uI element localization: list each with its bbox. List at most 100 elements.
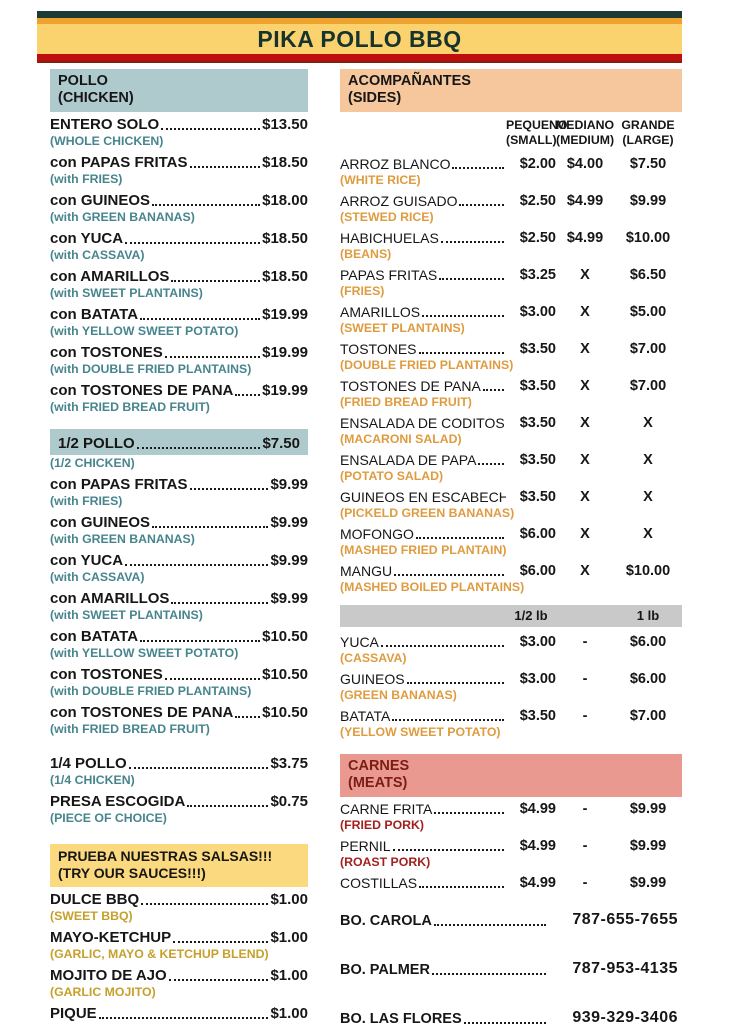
item-price: $18.00 xyxy=(262,192,308,209)
menu-item-row: GUINEOS EN ESCABECHE $3.50 X X xyxy=(340,485,682,505)
item-name: BATATA xyxy=(340,708,391,724)
item-name: TOSTONES DE PANA xyxy=(340,378,481,394)
item-name: con AMARILLOS xyxy=(50,268,170,285)
phone-number: 787-655-7655 xyxy=(572,911,678,928)
phone-list: BO. CAROLA 787-655-7655 BO. PALMER 787-9… xyxy=(340,911,682,1024)
item-name: con GUINEOS xyxy=(50,192,151,209)
size-col-label: (LARGE) xyxy=(622,133,674,147)
size-col-large: GRANDE (LARGE) xyxy=(614,118,682,148)
menu-item-row: TOSTONES DE PANA $3.50 X $7.00 xyxy=(340,374,682,394)
dotted-leader xyxy=(187,805,269,807)
menu-item-row: PERNIL $4.99 - $9.99 xyxy=(340,834,682,854)
menu-item: ENTERO SOLO $13.50 (WHOLE CHICKEN) xyxy=(50,112,308,148)
menu-item-row: BATATA $3.50 - $7.00 xyxy=(340,704,682,724)
dotted-leader xyxy=(463,1022,547,1024)
dotted-leader xyxy=(452,167,504,169)
phone-row: BO. PALMER 787-953-4135 xyxy=(340,960,678,978)
item-subtitle: (MASHED FRIED PLANTAIN) xyxy=(340,543,507,557)
dotted-leader xyxy=(482,389,504,391)
menu-item: con TOSTONES $10.50 (with DOUBLE FRIED P… xyxy=(50,662,308,698)
price-small: $2.50 xyxy=(519,193,556,209)
menu-item-row: HABICHUELAS $2.50 $4.99 $10.00 xyxy=(340,226,682,246)
item-subtitle: (with GREEN BANANAS) xyxy=(50,532,195,546)
menu-item-row: GUINEOS $3.00 - $6.00 xyxy=(340,667,682,687)
price-large: $7.00 xyxy=(629,378,667,394)
menu-item-row: MOJITO DE AJO $1.00 xyxy=(50,963,308,984)
dotted-leader xyxy=(459,204,504,206)
item-name: con PAPAS FRITAS xyxy=(50,154,188,171)
menu-item-row: con AMARILLOS $18.50 xyxy=(50,264,308,285)
section-subtitle: (MEATS) xyxy=(348,775,408,791)
price-medium: X xyxy=(580,304,590,320)
item-price: $1.00 xyxy=(270,929,308,946)
price-dash: - xyxy=(582,838,588,854)
menu-item-row: con YUCA $18.50 xyxy=(50,226,308,247)
item-name: con BATATA xyxy=(50,306,139,323)
item-subtitle: (with DOUBLE FRIED PLANTAINS) xyxy=(50,684,252,698)
size-col-label: (SMALL) xyxy=(506,133,557,147)
item-name: ENSALADA DE CODITOS xyxy=(340,415,505,431)
menu-item: AMARILLOS $3.00 X $5.00 (SWEET PLANTAINS… xyxy=(340,300,682,335)
item-subtitle: (with SWEET PLANTAINS) xyxy=(50,286,203,300)
menu-item-row: YUCA $3.00 - $6.00 xyxy=(340,630,682,650)
size-col-label: MEDIANO xyxy=(556,118,615,132)
price-one-lb: $7.00 xyxy=(629,708,667,724)
size-col-small: PEQUENO (SMALL) xyxy=(506,118,568,148)
price-small: $3.50 xyxy=(519,341,556,357)
menu-item: COSTILLAS $4.99 - $9.99 xyxy=(340,871,682,891)
price-small: $3.50 xyxy=(519,378,556,394)
section-half-pollo: 1/2 POLLO $7.50 (1/2 CHICKEN) con PAPAS … xyxy=(50,429,308,736)
menu-item: HABICHUELAS $2.50 $4.99 $10.00 (BEANS) xyxy=(340,226,682,261)
item-subtitle: (with GREEN BANANAS) xyxy=(50,210,195,224)
item-name: MOJITO DE AJO xyxy=(50,967,167,984)
menu-item-row: ARROZ GUISADO $2.50 $4.99 $9.99 xyxy=(340,189,682,209)
weight-column-headers: 1/2 lb 1 lb xyxy=(340,605,682,627)
meats-section-header: CARNES (MEATS) xyxy=(340,754,682,797)
item-name: ARROZ GUISADO xyxy=(340,193,458,209)
section-quarter-pollo: 1/4 POLLO $3.75 (1/4 CHICKEN) PRESA ESCO… xyxy=(50,751,308,825)
item-price: $13.50 xyxy=(262,116,308,133)
dotted-leader xyxy=(171,280,261,282)
menu-item: TOSTONES $3.50 X $7.00 (DOUBLE FRIED PLA… xyxy=(340,337,682,372)
price-large: $10.00 xyxy=(625,563,671,579)
price-medium: $4.99 xyxy=(566,230,604,246)
location-name: BO. PALMER xyxy=(340,962,430,978)
item-name: YUCA xyxy=(340,634,379,650)
pollo-item-list: ENTERO SOLO $13.50 (WHOLE CHICKEN) con P… xyxy=(50,112,308,414)
menu-item: ARROZ BLANCO $2.00 $4.00 $7.50 (WHITE RI… xyxy=(340,152,682,187)
price-small: $6.00 xyxy=(519,563,556,579)
dotted-leader xyxy=(392,849,504,851)
price-dash: - xyxy=(582,708,588,724)
menu-item: con BATATA $10.50 (with YELLOW SWEET POT… xyxy=(50,624,308,660)
quarter-item-list: 1/4 POLLO $3.75 (1/4 CHICKEN) PRESA ESCO… xyxy=(50,751,308,825)
price-half-lb: $3.00 xyxy=(519,634,556,650)
item-subtitle: (MACARONI SALAD) xyxy=(340,432,462,446)
menu-item-row: con TOSTONES DE PANA $10.50 xyxy=(50,700,308,721)
price-medium: X xyxy=(580,378,590,394)
by-weight-item-list: YUCA $3.00 - $6.00 (CASSAVA) xyxy=(340,630,682,739)
menu-item-row: MANGU $6.00 X $10.00 xyxy=(340,559,682,579)
weight-col-half-lb: 1/2 lb xyxy=(514,608,548,623)
item-subtitle: (GREEN BANANAS) xyxy=(340,688,457,702)
dotted-leader xyxy=(125,564,269,566)
item-subtitle: (with YELLOW SWEET POTATO) xyxy=(50,324,239,338)
section-title: POLLO xyxy=(58,73,108,89)
dotted-leader xyxy=(394,574,504,576)
size-col-label: PEQUENO xyxy=(506,118,568,132)
menu-item-row: ENSALADA DE CODITOS $3.50 X X xyxy=(340,411,682,431)
menu-item: con GUINEOS $18.00 (with GREEN BANANAS) xyxy=(50,188,308,224)
size-col-label: GRANDE xyxy=(621,118,675,132)
item-subtitle: (POTATO SALAD) xyxy=(340,469,444,483)
item-subtitle: (with FRIED BREAD FRUIT) xyxy=(50,400,210,414)
price-large: X xyxy=(643,452,653,468)
price-one-lb: $6.00 xyxy=(629,634,667,650)
dotted-leader xyxy=(141,903,269,905)
item-price: $1.00 xyxy=(270,1005,308,1022)
dotted-leader xyxy=(392,719,504,721)
menu-item-row: con AMARILLOS $9.99 xyxy=(50,586,308,607)
item-subtitle: (GARLIC, MAYO & KETCHUP BLEND) xyxy=(50,947,269,961)
item-price: $10.50 xyxy=(262,628,308,645)
menu-item: MAYO-KETCHUP $1.00 (GARLIC, MAYO & KETCH… xyxy=(50,925,308,961)
dotted-leader xyxy=(415,537,504,539)
price-medium: X xyxy=(580,526,590,542)
